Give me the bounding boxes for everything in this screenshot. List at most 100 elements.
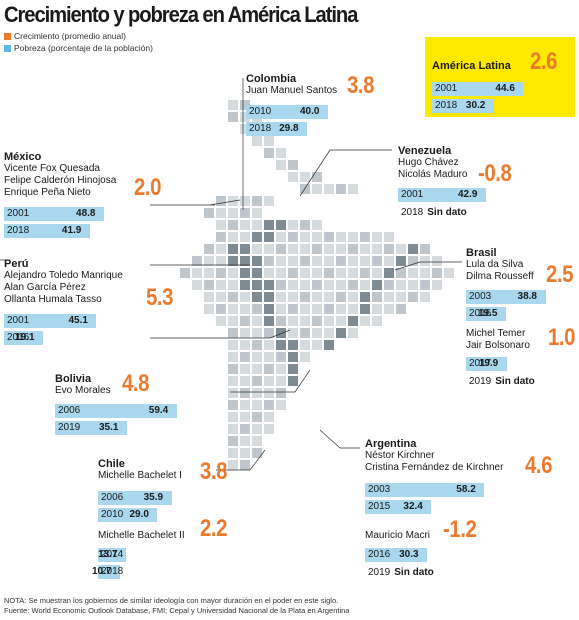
poverty-value: 30.2 bbox=[465, 100, 486, 111]
leader-name: Cristina Fernández de Kirchner bbox=[365, 462, 504, 473]
no-data-year: 2019 bbox=[368, 567, 391, 578]
map-tile bbox=[276, 364, 286, 374]
poverty-bar bbox=[466, 290, 546, 304]
growth-argentina: 4.6 bbox=[525, 452, 553, 479]
map-tile bbox=[216, 256, 226, 266]
poverty-year: 2006 bbox=[58, 405, 81, 416]
panel-colombia: Colombia Juan Manuel Santos bbox=[246, 73, 337, 97]
map-tile bbox=[216, 268, 226, 278]
legend-poverty-label: Pobreza (porcentaje de la población) bbox=[14, 43, 153, 53]
map-tile bbox=[288, 160, 298, 170]
map-tile bbox=[252, 220, 262, 230]
leader-line bbox=[249, 449, 266, 471]
poverty-bar bbox=[432, 99, 494, 113]
map-tile bbox=[240, 220, 250, 230]
poverty-bar bbox=[246, 105, 328, 119]
map-tile bbox=[252, 244, 262, 254]
poverty-year: 2010 bbox=[101, 509, 124, 520]
map-tile bbox=[288, 220, 298, 230]
map-tile bbox=[276, 400, 286, 410]
map-tile bbox=[240, 364, 250, 374]
poverty-value: 29.0 bbox=[129, 509, 149, 520]
map-tile bbox=[204, 292, 214, 302]
map-tile bbox=[228, 388, 238, 398]
map-tile bbox=[240, 376, 250, 386]
map-tile bbox=[264, 196, 274, 206]
map-tile bbox=[408, 280, 418, 290]
map-tile bbox=[276, 148, 286, 158]
map-tile bbox=[276, 160, 286, 170]
poverty-year: 2018 bbox=[435, 100, 458, 111]
map-tile bbox=[264, 148, 274, 158]
growth-bolivia: 4.8 bbox=[122, 370, 150, 397]
poverty-value: 30.3 bbox=[399, 549, 419, 560]
poverty-value: 19.9 bbox=[478, 358, 499, 369]
map-tile bbox=[252, 376, 262, 386]
panel-america-latina: América Latina bbox=[432, 60, 572, 72]
poverty-mexico: 2001 48.8 2018 41.9 bbox=[4, 205, 154, 239]
legend-growth-label: Crecimiento (promedio anual) bbox=[14, 31, 126, 41]
poverty-year: 2018 bbox=[101, 566, 124, 577]
map-tile bbox=[288, 316, 298, 326]
map-tile bbox=[264, 364, 274, 374]
map-tile bbox=[228, 232, 238, 242]
poverty-argentina: 2003 58.2 2015 32.4 bbox=[365, 481, 540, 515]
panel-peru: Perú Alejandro Toledo Manrique Alan Garc… bbox=[4, 258, 123, 306]
map-tile bbox=[288, 244, 298, 254]
map-tile bbox=[360, 244, 370, 254]
map-tile bbox=[276, 388, 286, 398]
poverty-year: 2018 bbox=[249, 123, 272, 134]
map-tile bbox=[312, 232, 322, 242]
map-tile bbox=[348, 292, 358, 302]
poverty-value: 19.1 bbox=[15, 332, 35, 343]
map-tile bbox=[216, 316, 226, 326]
leader-name: Dilma Rousseff bbox=[466, 271, 534, 282]
country-name: Venezuela bbox=[398, 145, 452, 157]
poverty-year: 2016 bbox=[7, 332, 30, 343]
map-tile bbox=[348, 268, 358, 278]
poverty-row: 2001 45.1 bbox=[4, 314, 154, 329]
panel-argentina: Argentina Néstor Kirchner Cristina Ferná… bbox=[365, 438, 503, 474]
map-tile bbox=[240, 208, 250, 218]
panel-brasil: Brasil Lula da Silva Dilma Rousseff bbox=[466, 247, 534, 283]
poverty-bar bbox=[432, 82, 524, 96]
map-tile bbox=[432, 280, 442, 290]
poverty-chile: 2006 35.9 2010 29.0 bbox=[98, 489, 218, 523]
poverty-year: 2003 bbox=[469, 291, 492, 302]
panel-venezuela: Venezuela Hugo Chávez Nicolás Maduro bbox=[398, 145, 467, 181]
map-tile bbox=[420, 268, 430, 278]
map-tile bbox=[348, 244, 358, 254]
map-tile bbox=[228, 256, 238, 266]
map-tile bbox=[420, 256, 430, 266]
poverty-bar bbox=[4, 331, 44, 345]
map-tile bbox=[276, 304, 286, 314]
no-data-brasil: 2019 Sin dato bbox=[469, 376, 535, 387]
footer-source: Fuente: World Economic Outlook Database,… bbox=[4, 606, 350, 615]
leader-name: Néstor Kirchner bbox=[365, 450, 435, 461]
country-name: Colombia bbox=[246, 73, 297, 85]
map-tile bbox=[324, 256, 334, 266]
map-tile bbox=[252, 364, 262, 374]
map-tile bbox=[396, 304, 406, 314]
chart-title: Crecimiento y pobreza en América Latina bbox=[4, 2, 358, 27]
poverty-value: 40.0 bbox=[300, 106, 320, 117]
map-tile bbox=[312, 292, 322, 302]
map-tile bbox=[312, 268, 322, 278]
map-tile bbox=[228, 400, 238, 410]
country-name: Chile bbox=[98, 458, 125, 470]
map-tile bbox=[312, 280, 322, 290]
map-tile bbox=[204, 208, 214, 218]
poverty-year: 2001 bbox=[7, 208, 30, 219]
map-tile bbox=[384, 268, 394, 278]
map-tile bbox=[276, 256, 286, 266]
no-data-year: 2018 bbox=[401, 207, 424, 218]
map-tile bbox=[336, 184, 346, 194]
legend-poverty-swatch bbox=[4, 45, 11, 52]
map-tile bbox=[252, 136, 262, 146]
map-tile bbox=[324, 340, 334, 350]
poverty-bolivia: 2006 59.4 2019 35.1 bbox=[55, 402, 230, 436]
map-tile bbox=[324, 292, 334, 302]
map-tile bbox=[324, 244, 334, 254]
map-tile bbox=[216, 304, 226, 314]
